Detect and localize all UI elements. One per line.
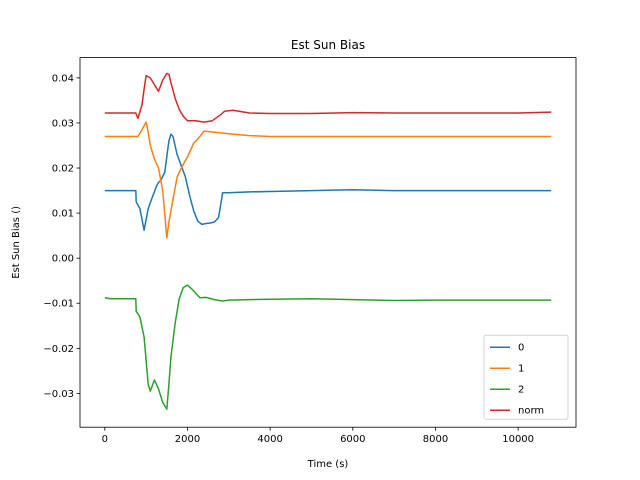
y-tick-label: 0.00 [52,254,74,265]
series-layer [104,72,552,410]
x-tick-label: 4000 [257,434,282,445]
x-tick-label: 8000 [423,434,448,445]
y-tick-label: −0.03 [43,389,74,400]
legend-label-0: 0 [518,343,524,354]
x-axis-label: Time (s) [307,459,349,470]
series-line-1 [104,121,552,239]
legend-label-2: 2 [518,385,524,396]
x-tick-label: 10000 [502,434,534,445]
x-axis: 0 2000 4000 6000 8000 10000 [102,427,534,445]
chart-title: Est Sun Bias [291,38,365,52]
legend: 0 1 2 norm [483,334,569,420]
legend-box [483,334,569,420]
y-tick-label: 0.01 [52,209,74,220]
x-tick-label: 6000 [340,434,365,445]
y-tick-label: 0.02 [52,164,74,175]
series-line-2 [104,284,552,410]
x-tick-label: 0 [102,434,108,445]
y-tick-label: 0.04 [52,73,74,84]
legend-label-norm: norm [518,406,544,417]
legend-label-1: 1 [518,364,524,375]
y-axis: −0.03 −0.02 −0.01 0.00 0.01 0.02 0.03 0.04 [43,73,80,400]
y-tick-label: 0.03 [52,118,74,129]
series-line-0 [104,133,552,231]
y-axis-label: Est Sun Bias () [11,206,22,279]
x-tick-label: 2000 [175,434,200,445]
y-tick-label: −0.02 [43,344,74,355]
y-tick-label: −0.01 [43,299,74,310]
plot-frame [79,57,577,428]
series-line-norm [104,72,552,123]
